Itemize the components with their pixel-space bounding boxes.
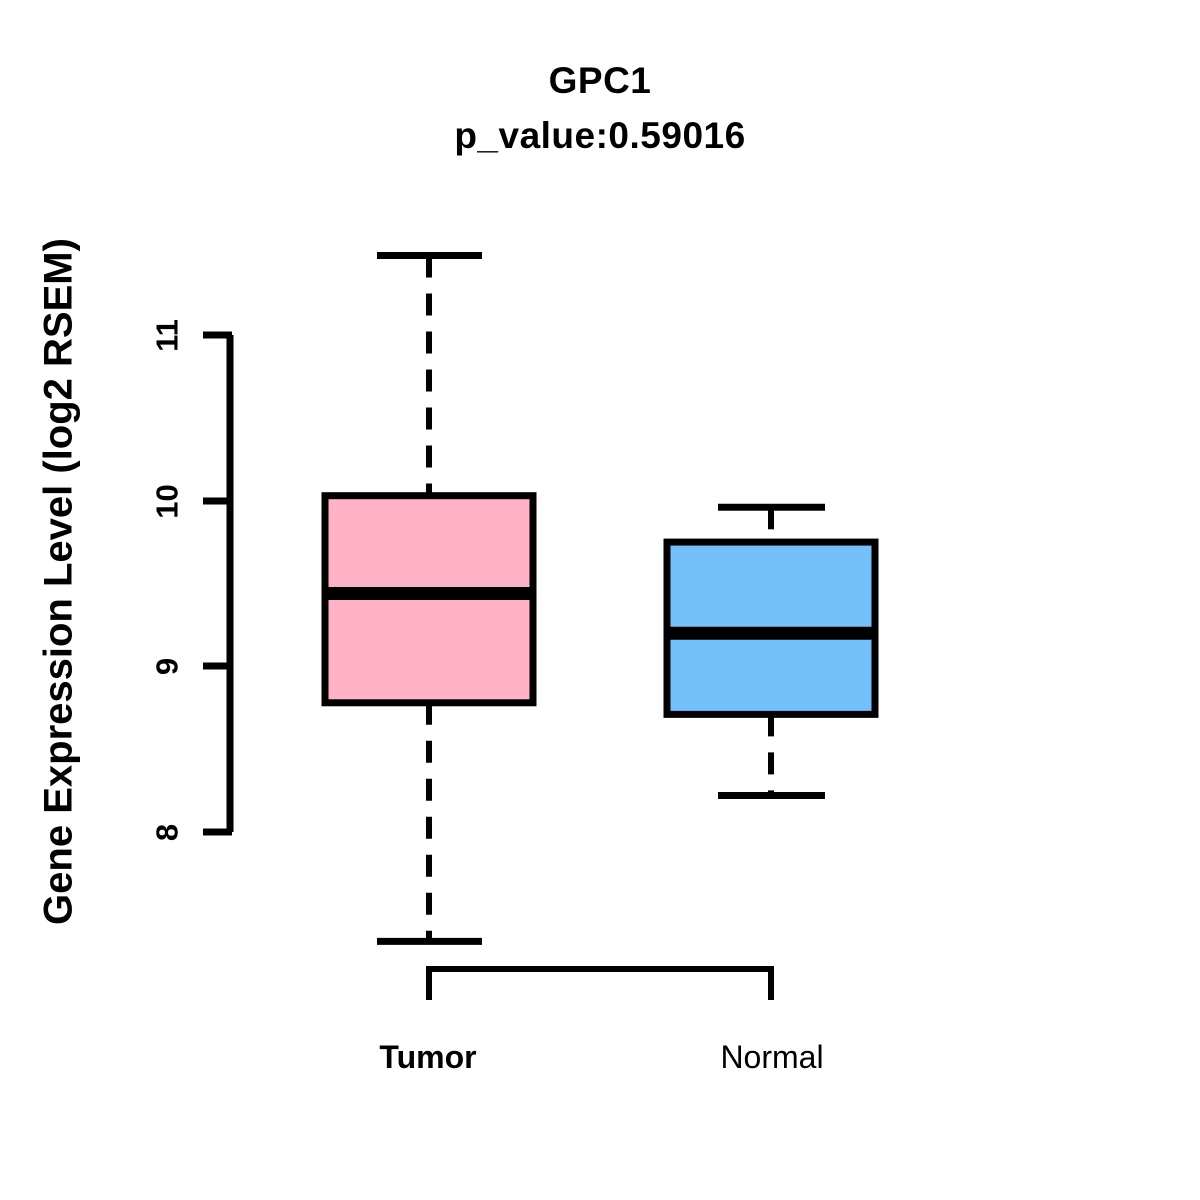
box-tumor bbox=[321, 251, 537, 945]
p-value-label: p_value:0.59016 bbox=[454, 115, 746, 156]
x-axis bbox=[426, 966, 774, 1000]
x-tick-label-normal: Normal bbox=[720, 1039, 824, 1075]
x-tick-label-tumor: Tumor bbox=[379, 1039, 477, 1075]
y-axis bbox=[203, 331, 234, 836]
box-normal bbox=[663, 503, 879, 800]
page-title: GPC1 bbox=[548, 60, 652, 101]
